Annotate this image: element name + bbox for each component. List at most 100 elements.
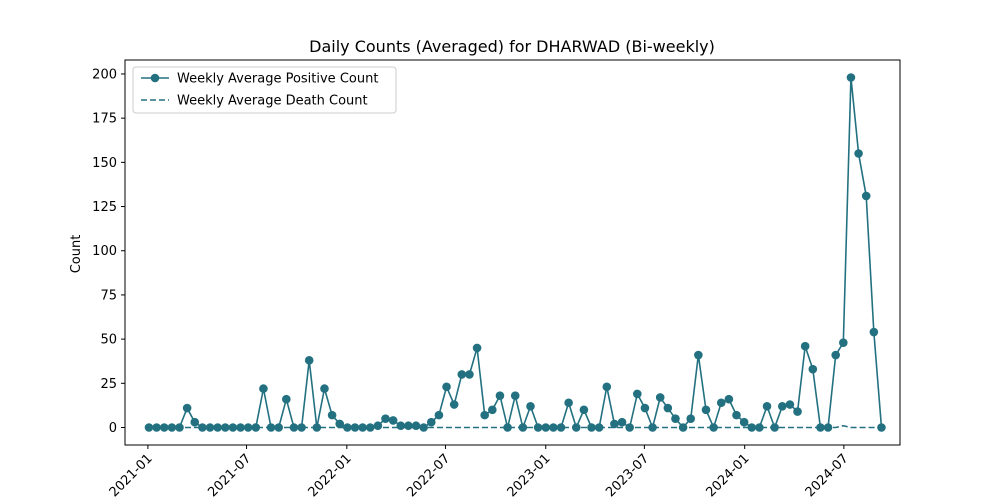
data-point bbox=[793, 407, 802, 416]
data-point bbox=[396, 421, 406, 431]
data-point bbox=[350, 423, 360, 432]
data-point bbox=[404, 421, 413, 431]
data-point bbox=[526, 401, 535, 411]
data-point bbox=[488, 405, 497, 415]
data-point bbox=[739, 417, 749, 427]
data-point bbox=[617, 417, 627, 427]
data-point bbox=[495, 391, 505, 400]
data-point bbox=[602, 382, 612, 392]
data-point bbox=[388, 416, 398, 425]
legend-label: Weekly Average Positive Count bbox=[177, 72, 378, 87]
data-point bbox=[442, 382, 451, 392]
data-point bbox=[762, 401, 772, 411]
data-point bbox=[182, 403, 192, 413]
y-tick-label: 75 bbox=[100, 288, 117, 303]
data-point bbox=[640, 403, 650, 413]
data-point bbox=[320, 384, 329, 393]
y-tick-label: 25 bbox=[100, 377, 117, 392]
data-point bbox=[716, 398, 726, 408]
data-point bbox=[472, 343, 482, 353]
data-point bbox=[747, 423, 757, 432]
series-2 bbox=[148, 424, 882, 429]
data-point bbox=[411, 421, 421, 431]
y-tick-label: 125 bbox=[92, 200, 117, 215]
x-tick-label: 2024-07 bbox=[803, 451, 852, 500]
data-point bbox=[426, 417, 436, 427]
data-point bbox=[671, 414, 680, 423]
data-point bbox=[457, 370, 467, 379]
y-axis-label: Count bbox=[69, 235, 84, 274]
data-point bbox=[465, 370, 474, 379]
x-tick-label: 2022-01 bbox=[306, 451, 355, 500]
data-point bbox=[633, 389, 642, 399]
data-point bbox=[839, 338, 848, 347]
data-point bbox=[724, 394, 734, 404]
data-point bbox=[198, 423, 207, 432]
data-point bbox=[854, 149, 863, 158]
data-point bbox=[556, 423, 566, 432]
data-point bbox=[564, 398, 573, 408]
data-point bbox=[205, 423, 215, 432]
data-point bbox=[327, 410, 337, 420]
data-point bbox=[159, 423, 169, 432]
x-tick-label: 2023-01 bbox=[505, 451, 554, 500]
data-point bbox=[709, 423, 718, 432]
data-point bbox=[358, 423, 367, 432]
series-line bbox=[148, 76, 883, 429]
x-tick-label: 2022-07 bbox=[404, 451, 453, 500]
data-point bbox=[480, 410, 490, 420]
data-point bbox=[297, 423, 306, 432]
x-tick-label: 2024-01 bbox=[703, 451, 752, 500]
data-point bbox=[861, 191, 871, 201]
x-tick-label: 2023-07 bbox=[603, 451, 652, 500]
data-point bbox=[648, 423, 657, 432]
chart-title: Daily Counts (Averaged) for DHARWAD (Bi-… bbox=[309, 37, 715, 56]
data-point bbox=[777, 401, 787, 411]
data-point bbox=[503, 423, 512, 432]
legend-item-2: Weekly Average Death Count bbox=[141, 94, 368, 109]
data-point bbox=[373, 421, 383, 431]
data-point bbox=[686, 414, 696, 423]
data-point bbox=[434, 410, 444, 420]
axes: 0 25 50 75 100 125 150 175 200 2021-01 2021-07 2022… bbox=[92, 59, 901, 500]
data-point bbox=[800, 341, 810, 351]
plot-frame bbox=[124, 59, 901, 446]
data-point bbox=[869, 327, 879, 337]
data-point bbox=[701, 405, 711, 415]
legend: Weekly Average Positive Count Weekly Aver… bbox=[132, 66, 397, 114]
data-point bbox=[190, 417, 200, 427]
y-tick-label: 175 bbox=[92, 112, 117, 127]
y-tick-label: 100 bbox=[92, 244, 117, 259]
series-1 bbox=[144, 73, 886, 432]
data-point bbox=[831, 350, 840, 360]
data-point bbox=[785, 400, 795, 409]
legend-box bbox=[132, 66, 397, 114]
data-point bbox=[259, 384, 268, 393]
data-point bbox=[755, 423, 764, 432]
x-tick-label: 2021-07 bbox=[205, 451, 254, 500]
x-tick-label: 2021-01 bbox=[107, 451, 156, 500]
data-point bbox=[549, 423, 558, 432]
data-point bbox=[655, 393, 665, 402]
data-point bbox=[694, 350, 703, 360]
data-point bbox=[732, 410, 741, 420]
data-point bbox=[663, 403, 673, 413]
legend-label: Weekly Average Death Count bbox=[177, 94, 368, 109]
y-tick-label: 200 bbox=[92, 67, 117, 82]
legend-marker bbox=[150, 73, 160, 83]
data-point bbox=[449, 400, 459, 409]
data-point bbox=[381, 414, 390, 423]
series-line bbox=[148, 424, 882, 429]
data-point bbox=[510, 391, 520, 400]
data-point bbox=[282, 394, 291, 404]
data-point bbox=[846, 73, 856, 82]
data-point bbox=[579, 405, 589, 415]
plot-area bbox=[144, 73, 886, 432]
y-tick-label: 150 bbox=[92, 156, 117, 171]
data-point bbox=[251, 423, 261, 432]
data-point bbox=[610, 419, 619, 429]
data-point bbox=[152, 423, 161, 432]
y-tick-label: 0 bbox=[109, 421, 117, 436]
